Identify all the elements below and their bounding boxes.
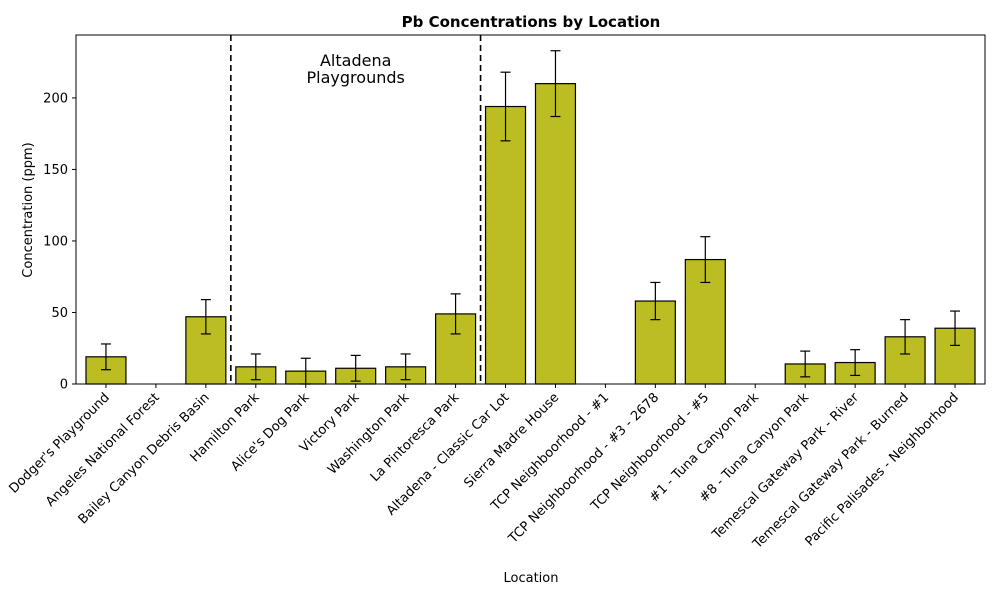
x-tick-label: Sierra Madre House xyxy=(461,390,562,491)
region-annotation-text: Playgrounds xyxy=(307,68,405,87)
y-tick-label: 0 xyxy=(60,378,68,393)
x-tick-label: La Pintoresca Park xyxy=(368,390,463,485)
y-tick-label: 50 xyxy=(51,306,68,321)
bar xyxy=(484,105,527,385)
y-axis-label: Concentration (ppm) xyxy=(21,142,36,277)
y-tick-label: 100 xyxy=(43,234,68,249)
y-tick-label: 200 xyxy=(43,91,68,106)
chart-title: Pb Concentrations by Location xyxy=(402,13,661,31)
x-axis-label: Location xyxy=(504,571,559,586)
plot-frame xyxy=(75,34,986,385)
bar xyxy=(534,83,577,385)
region-annotation-text: Altadena xyxy=(320,51,391,70)
y-tick-label: 150 xyxy=(43,163,68,178)
x-tick-label: Dodger's Playground xyxy=(6,390,112,496)
